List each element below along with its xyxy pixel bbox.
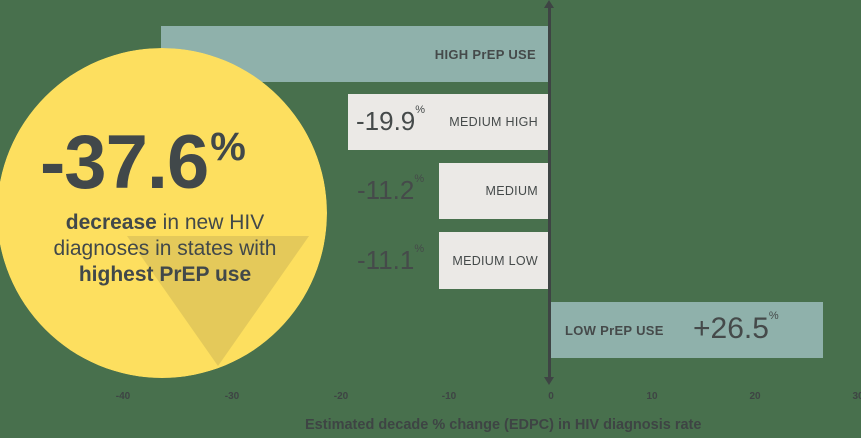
x-tick: 30	[852, 391, 861, 402]
axis-arrow-down-icon	[544, 377, 554, 385]
x-tick: -10	[441, 391, 457, 402]
x-axis-label: Estimated decade % change (EDPC) in HIV …	[305, 417, 702, 433]
x-tick: 20	[749, 391, 761, 402]
x-tick: -20	[333, 391, 349, 402]
down-arrow-icon	[127, 236, 309, 366]
callout-description: decrease in new HIV diagnoses in states …	[53, 211, 277, 286]
x-tick: -40	[115, 391, 131, 402]
bar-medium-low: MEDIUM LOW	[439, 232, 548, 289]
zero-axis-line	[548, 6, 551, 378]
bar-label: MEDIUM LOW	[452, 253, 538, 268]
bar-value-medium-low: -11.1%	[357, 243, 425, 275]
bar-label: LOW PrEP USE	[565, 322, 664, 338]
bar-medium: MEDIUM	[439, 163, 548, 219]
callout-value: -37.6%	[40, 120, 246, 205]
bar-value: -19.9%	[356, 104, 426, 136]
x-tick: 0	[548, 391, 554, 402]
bar-label: HIGH PrEP USE	[434, 46, 536, 62]
bar-label: MEDIUM HIGH	[449, 115, 538, 129]
bar-value: +26.5%	[693, 310, 779, 345]
bar-label: MEDIUM	[485, 184, 538, 198]
bar-medium-high: -19.9% MEDIUM HIGH	[348, 94, 548, 150]
x-tick: 10	[646, 391, 658, 402]
bar-value-medium: -11.2%	[357, 173, 425, 205]
axis-arrow-up-icon	[544, 0, 554, 8]
bar-low-prep-use: LOW PrEP USE +26.5%	[551, 302, 823, 358]
x-tick: -30	[224, 391, 240, 402]
callout-circle	[0, 48, 327, 378]
